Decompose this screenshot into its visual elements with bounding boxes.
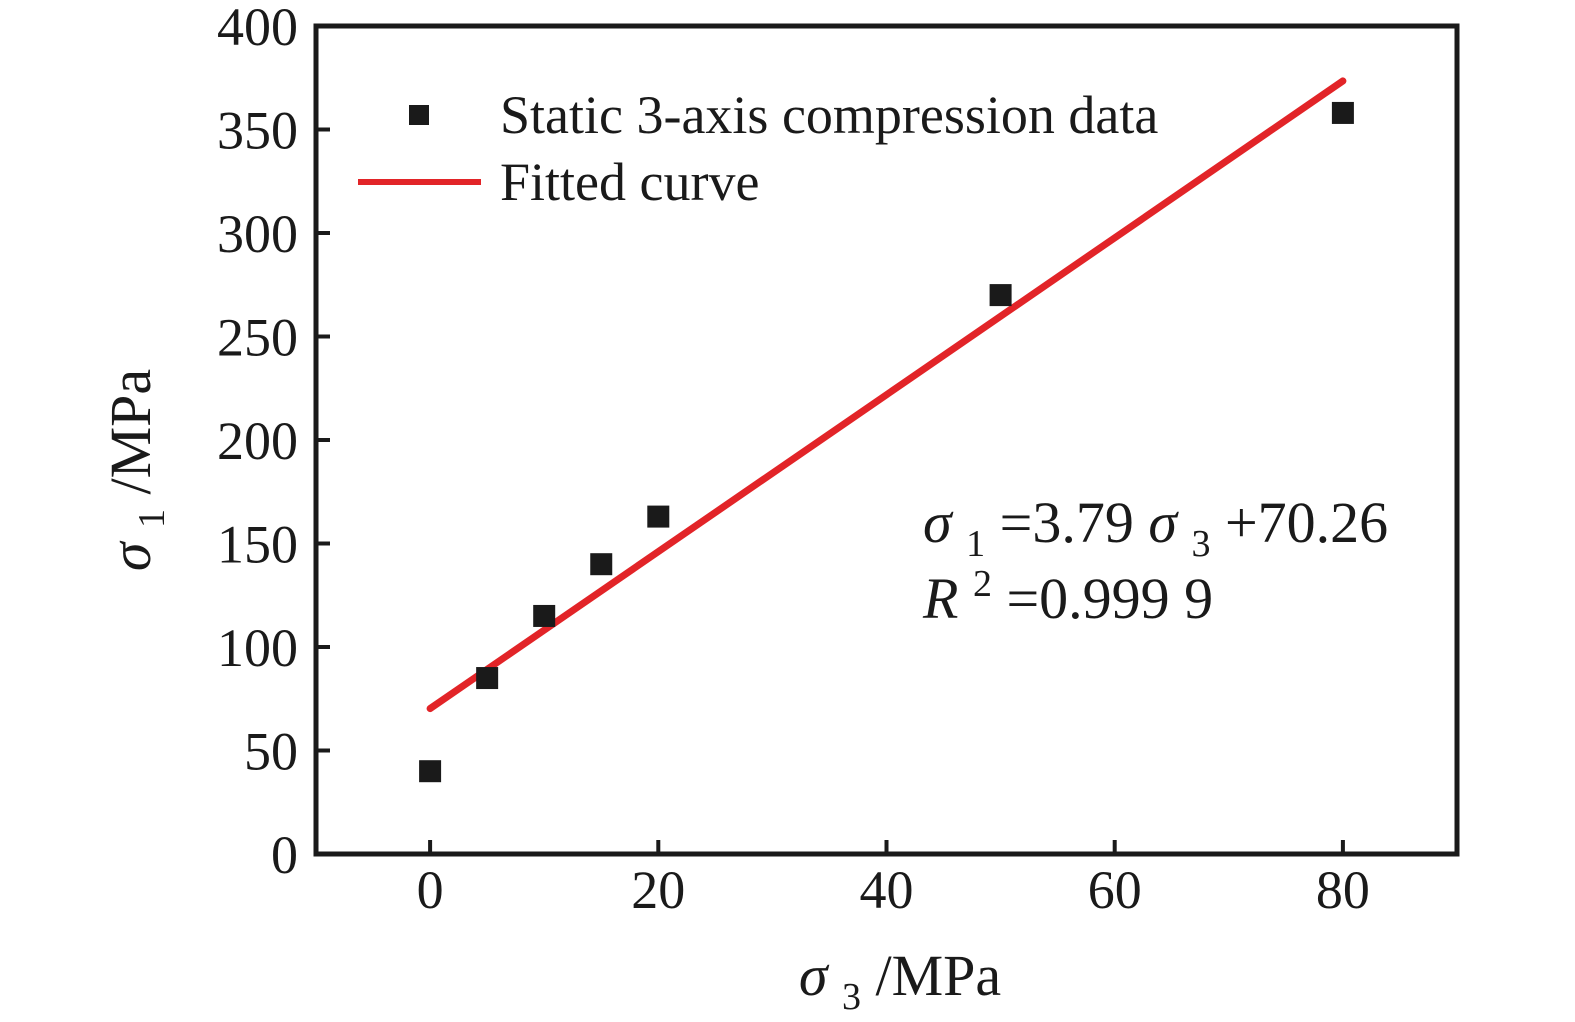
x-axis-sigma: σ <box>799 943 830 1008</box>
fit-eq-sub1: 1 <box>966 523 985 565</box>
fit-eq-mid: =3.79 <box>1000 490 1134 555</box>
fit-equation: σ 1 =3.79 σ 3 +70.26 <box>923 490 1388 569</box>
y-tick-label: 50 <box>244 722 298 782</box>
x-axis-unit: /MPa <box>875 943 1001 1008</box>
y-axis-sigma-subscript: 1 <box>131 509 173 528</box>
data-point-marker <box>419 760 442 783</box>
fit-eq-sigma1: σ <box>923 490 954 555</box>
legend-line-label: Fitted curve <box>500 152 759 212</box>
data-point-marker <box>989 284 1012 307</box>
legend-scatter-marker-icon <box>409 105 429 125</box>
y-axis-unit: /MPa <box>98 369 163 495</box>
y-tick-label: 0 <box>271 825 298 885</box>
x-tick-label: 40 <box>860 860 914 920</box>
x-tick-label: 20 <box>631 860 685 920</box>
y-tick-label: 300 <box>217 204 298 264</box>
fit-eq-sub3: 3 <box>1191 523 1210 565</box>
y-tick-label: 100 <box>217 618 298 678</box>
data-point-marker <box>647 505 670 528</box>
y-tick-label: 150 <box>217 515 298 575</box>
x-axis-sigma-subscript: 3 <box>842 976 861 1018</box>
fit-eq-tail: +70.26 <box>1225 490 1388 555</box>
y-tick-label: 200 <box>217 411 298 471</box>
y-tick-label: 250 <box>217 308 298 368</box>
data-point-marker <box>1331 101 1354 124</box>
x-tick-label: 0 <box>417 860 444 920</box>
y-tick-label: 400 <box>217 0 298 57</box>
r-squared-exponent: 2 <box>973 563 992 605</box>
data-point-marker <box>533 604 556 627</box>
y-axis-title: σ 1 /MPa <box>98 369 177 571</box>
data-point-marker <box>476 667 499 690</box>
y-axis-sigma: σ <box>98 540 163 571</box>
legend-scatter-label: Static 3-axis compression data <box>500 85 1158 145</box>
r-squared-tail: =0.999 9 <box>1006 566 1213 631</box>
x-axis-title: σ 3 /MPa <box>799 943 1001 1022</box>
legend: Static 3-axis compression data Fitted cu… <box>358 85 1158 212</box>
fitted-line <box>426 77 1347 713</box>
data-point-marker <box>590 553 613 576</box>
x-tick-label: 80 <box>1316 860 1370 920</box>
r-squared-value: R 2 =0.999 9 <box>922 544 1213 631</box>
fit-eq-sigma3: σ <box>1148 490 1179 555</box>
plot-frame <box>313 23 1460 857</box>
y-tick-label: 350 <box>217 101 298 161</box>
r-squared-base: R <box>922 566 958 631</box>
x-tick-label: 60 <box>1088 860 1142 920</box>
